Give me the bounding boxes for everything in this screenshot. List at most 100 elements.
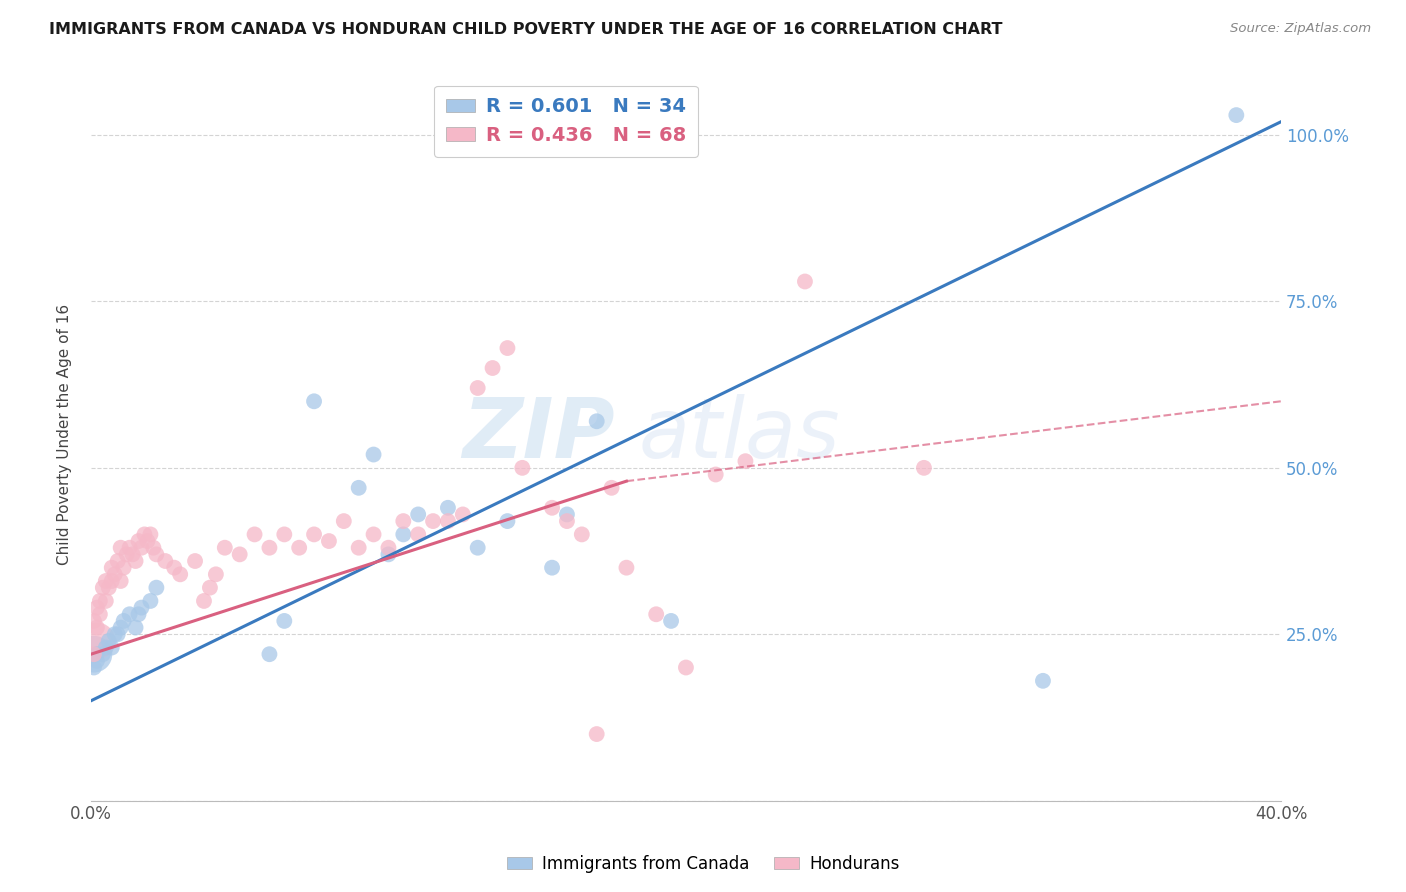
Point [131,541,153,555]
Point [198,581,221,595]
Point [659,614,682,628]
Point [91,647,114,661]
Point [645,607,668,622]
Point [318,534,340,549]
Point [97,581,120,595]
Point [128,607,150,622]
Point [110,541,132,555]
Point [467,541,489,555]
Point [145,581,167,595]
Point [228,547,250,561]
Point [112,614,135,628]
Point [115,547,138,561]
Point [134,527,156,541]
Point [110,621,132,635]
Point [333,514,356,528]
Text: ZIP: ZIP [463,394,614,475]
Point [912,460,935,475]
Point [104,567,127,582]
Point [437,500,460,515]
Text: Source: ZipAtlas.com: Source: ZipAtlas.com [1230,22,1371,36]
Point [585,727,607,741]
Point [83,614,105,628]
Point [541,560,564,574]
Point [675,660,697,674]
Point [118,607,141,622]
Point [571,527,593,541]
Text: IMMIGRANTS FROM CANADA VS HONDURAN CHILD POVERTY UNDER THE AGE OF 16 CORRELATION: IMMIGRANTS FROM CANADA VS HONDURAN CHILD… [49,22,1002,37]
Point [259,541,281,555]
Point [142,541,165,555]
Point [243,527,266,541]
Point [392,514,415,528]
Point [555,514,578,528]
Point [121,547,143,561]
Point [131,600,153,615]
Point [481,361,503,376]
Point [86,633,108,648]
Point [193,594,215,608]
Point [94,594,117,608]
Point [422,514,444,528]
Point [704,467,727,482]
Point [288,541,311,555]
Point [97,633,120,648]
Point [139,594,162,608]
Point [136,534,159,549]
Point [451,508,474,522]
Point [406,527,429,541]
Point [585,414,607,428]
Point [100,640,122,655]
Text: atlas: atlas [638,394,839,475]
Point [363,448,385,462]
Point [541,500,564,515]
Point [205,567,228,582]
Point [89,594,111,608]
Point [86,621,108,635]
Point [377,547,399,561]
Point [377,541,399,555]
Point [259,647,281,661]
Point [1032,673,1054,688]
Point [107,554,129,568]
Point [104,627,127,641]
Point [496,514,519,528]
Point [128,534,150,549]
Point [347,481,370,495]
Point [100,574,122,588]
Point [94,574,117,588]
Legend: R = 0.601   N = 34, R = 0.436   N = 68: R = 0.601 N = 34, R = 0.436 N = 68 [434,86,699,157]
Point [1225,108,1247,122]
Point [112,560,135,574]
Point [163,560,186,574]
Point [467,381,489,395]
Point [794,275,817,289]
Point [169,567,191,582]
Point [273,614,295,628]
Point [363,527,385,541]
Point [437,514,460,528]
Legend: Immigrants from Canada, Hondurans: Immigrants from Canada, Hondurans [501,848,905,880]
Point [107,627,129,641]
Point [86,654,108,668]
Point [600,481,623,495]
Point [155,554,177,568]
Point [616,560,638,574]
Point [83,647,105,661]
Point [83,660,105,674]
Point [406,508,429,522]
Point [555,508,578,522]
Point [302,527,325,541]
Point [302,394,325,409]
Point [94,640,117,655]
Point [118,541,141,555]
Point [139,527,162,541]
Point [110,574,132,588]
Point [124,554,146,568]
Point [392,527,415,541]
Point [496,341,519,355]
Point [89,607,111,622]
Point [347,541,370,555]
Point [273,527,295,541]
Point [100,560,122,574]
